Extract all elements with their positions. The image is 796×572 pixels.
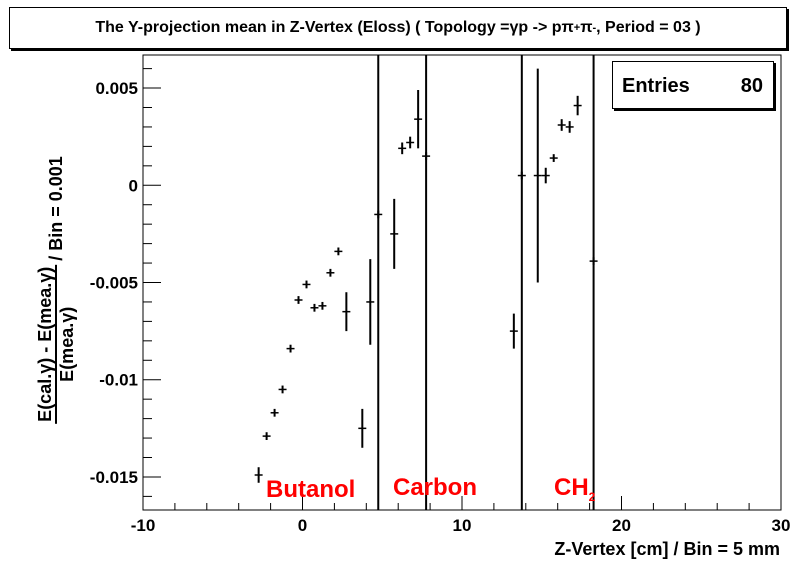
stats-label: Entries xyxy=(622,75,690,97)
data-point xyxy=(286,344,295,353)
data-point xyxy=(509,313,518,349)
data-point xyxy=(270,408,279,417)
data-point xyxy=(422,152,431,160)
data-point xyxy=(262,432,271,440)
y-axis-numerator: E(cal.γ) - E(mea.γ) xyxy=(35,264,57,424)
y-tick-label: -0.01 xyxy=(99,371,138,390)
x-tick-label: 10 xyxy=(453,516,472,535)
plot-frame xyxy=(142,54,782,511)
data-point xyxy=(310,303,319,312)
y-axis-label: E(cal.γ) - E(mea.γ) E(mea.γ) / Bin = 0.0… xyxy=(35,156,77,424)
data-point xyxy=(557,119,566,131)
y-axis-suffix: / Bin = 0.001 xyxy=(45,156,66,261)
region-ch-text: CH xyxy=(554,474,589,501)
data-point xyxy=(565,121,574,133)
data-point xyxy=(366,259,375,345)
data-point xyxy=(278,385,287,394)
data-point xyxy=(326,268,335,277)
data-point xyxy=(517,171,526,180)
title-minus-sup: - xyxy=(592,22,597,34)
y-axis-fraction: E(cal.γ) - E(mea.γ) E(mea.γ) xyxy=(35,264,77,424)
title-plus-sup: + xyxy=(573,22,581,34)
title-gamma: γ xyxy=(509,19,519,36)
data-point xyxy=(390,198,399,269)
y-axis-denominator: E(mea.γ) xyxy=(57,306,77,382)
data-point xyxy=(589,257,598,265)
data-point xyxy=(398,142,407,155)
data-point xyxy=(254,467,263,483)
x-tick-label: -10 xyxy=(131,516,156,535)
data-point xyxy=(358,408,367,448)
data-point xyxy=(318,301,327,310)
region-label-carbon: Carbon xyxy=(393,474,477,501)
data-point xyxy=(573,95,582,116)
data-point xyxy=(541,167,550,184)
data-point xyxy=(342,292,351,332)
stats-value: 80 xyxy=(740,75,763,97)
data-point xyxy=(406,136,415,149)
data-point xyxy=(334,247,343,256)
chart-title: The Y-projection mean in Z-Vertex (Eloss… xyxy=(9,7,787,49)
region-ch-sub: 2 xyxy=(588,489,596,504)
region-label-butanol: Butanol xyxy=(266,476,356,503)
title-pi-minus: π xyxy=(580,19,593,36)
y-tick-label: 0.005 xyxy=(95,79,138,98)
x-tick-label: 20 xyxy=(612,516,631,535)
data-point xyxy=(294,296,303,304)
region-label-ch2: CH2 xyxy=(554,474,595,504)
y-tick-label: 0 xyxy=(129,176,138,195)
data-point xyxy=(302,280,311,289)
title-text-1: The Y-projection mean in Z-Vertex (Eloss… xyxy=(95,19,510,36)
data-point xyxy=(549,154,558,162)
x-tick-label: 0 xyxy=(298,516,307,535)
x-tick-label: 30 xyxy=(772,516,791,535)
y-tick-label: -0.005 xyxy=(90,274,138,293)
stats-box: Entries 80 xyxy=(612,61,774,109)
x-axis-label: Z-Vertex [cm] / Bin = 5 mm xyxy=(554,539,780,559)
data-point xyxy=(374,210,383,219)
data-point xyxy=(414,90,423,149)
title-text-2: p -> p xyxy=(518,19,562,36)
title-pi-plus: π xyxy=(561,19,574,36)
title-text-3: , Period = 03 ) xyxy=(596,19,701,36)
data-point xyxy=(533,68,542,283)
y-tick-label: -0.015 xyxy=(90,468,138,487)
